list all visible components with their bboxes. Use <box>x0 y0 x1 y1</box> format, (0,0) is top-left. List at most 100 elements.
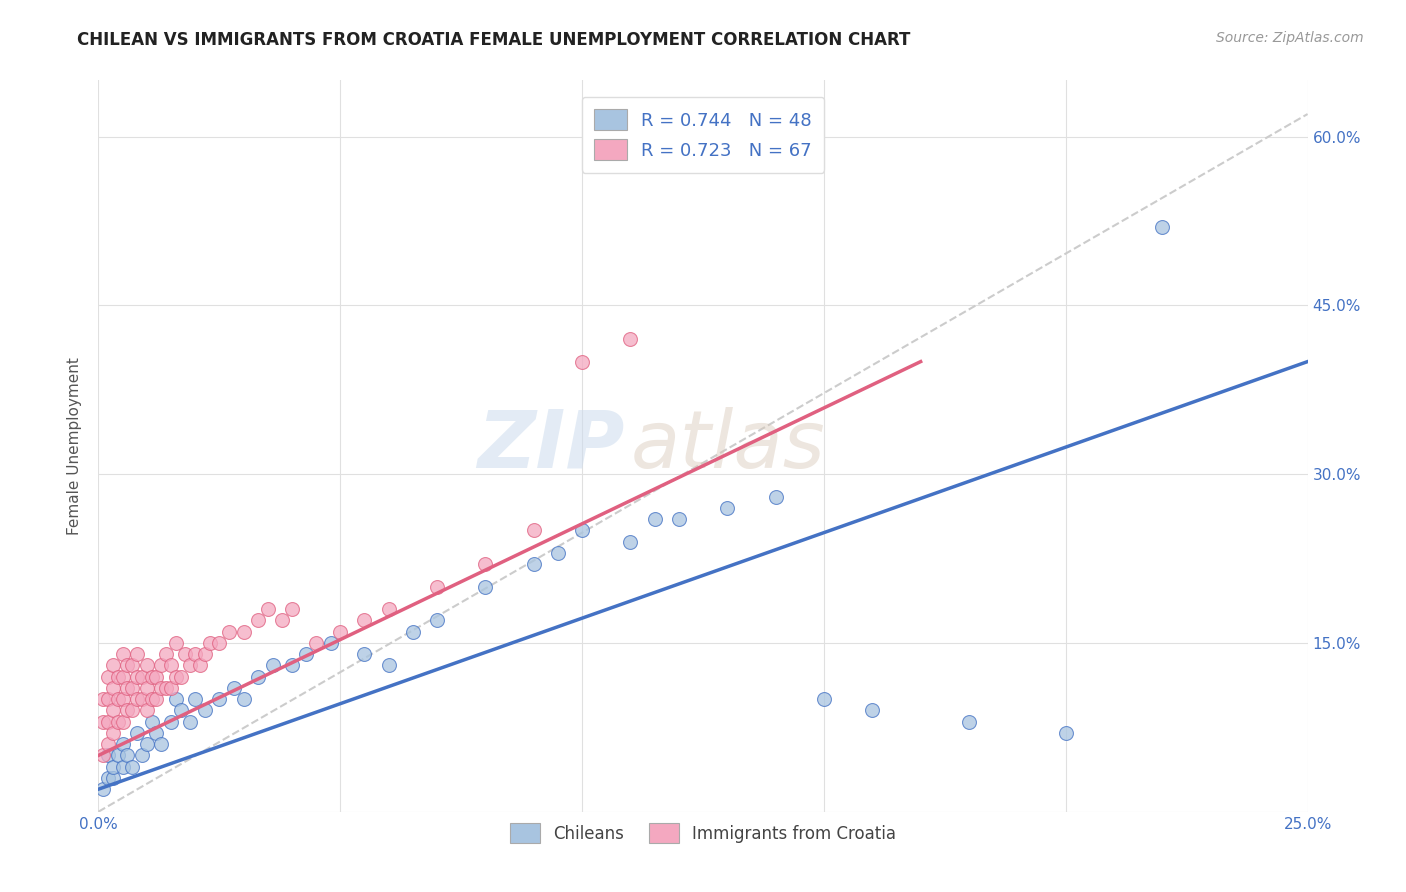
Point <box>107 692 129 706</box>
Point <box>135 658 157 673</box>
Text: ZIP: ZIP <box>477 407 624 485</box>
Point <box>474 557 496 571</box>
Point <box>141 670 163 684</box>
Point <box>145 692 167 706</box>
Text: Source: ZipAtlas.com: Source: ZipAtlas.com <box>1216 31 1364 45</box>
Point <box>141 714 163 729</box>
Point <box>619 534 641 549</box>
Point <box>174 647 197 661</box>
Point <box>377 602 399 616</box>
Point <box>131 670 153 684</box>
Point <box>232 624 254 639</box>
Point <box>101 760 124 774</box>
Point <box>107 748 129 763</box>
Point <box>353 647 375 661</box>
Point <box>135 737 157 751</box>
Point <box>957 714 980 729</box>
Point <box>91 692 114 706</box>
Point <box>127 726 149 740</box>
Point <box>121 760 143 774</box>
Point <box>91 714 114 729</box>
Point <box>117 703 139 717</box>
Point <box>101 771 124 785</box>
Point <box>150 681 173 695</box>
Point <box>208 636 231 650</box>
Point <box>198 636 221 650</box>
Point <box>117 658 139 673</box>
Point <box>91 782 114 797</box>
Point <box>97 670 120 684</box>
Point <box>523 557 546 571</box>
Point <box>160 658 183 673</box>
Point <box>1152 219 1174 234</box>
Point <box>377 658 399 673</box>
Point <box>165 636 187 650</box>
Point <box>150 658 173 673</box>
Point <box>281 658 304 673</box>
Text: atlas: atlas <box>630 407 825 485</box>
Point <box>668 512 690 526</box>
Point <box>111 692 134 706</box>
Point <box>91 748 114 763</box>
Point <box>111 760 134 774</box>
Text: CHILEAN VS IMMIGRANTS FROM CROATIA FEMALE UNEMPLOYMENT CORRELATION CHART: CHILEAN VS IMMIGRANTS FROM CROATIA FEMAL… <box>77 31 911 49</box>
Legend: Chileans, Immigrants from Croatia: Chileans, Immigrants from Croatia <box>502 815 904 851</box>
Point <box>169 703 191 717</box>
Point <box>353 614 375 628</box>
Point <box>111 670 134 684</box>
Point <box>117 748 139 763</box>
Point <box>135 681 157 695</box>
Point <box>135 703 157 717</box>
Point <box>860 703 883 717</box>
Point <box>121 703 143 717</box>
Point <box>262 658 284 673</box>
Point <box>117 681 139 695</box>
Point <box>247 614 270 628</box>
Point <box>1054 726 1077 740</box>
Point <box>179 714 201 729</box>
Point <box>155 681 177 695</box>
Point <box>155 647 177 661</box>
Point <box>402 624 425 639</box>
Point <box>111 737 134 751</box>
Point <box>619 332 641 346</box>
Point <box>101 703 124 717</box>
Point <box>426 614 449 628</box>
Point <box>165 692 187 706</box>
Point <box>145 726 167 740</box>
Point <box>523 524 546 538</box>
Point <box>101 726 124 740</box>
Point <box>97 692 120 706</box>
Point <box>145 670 167 684</box>
Point <box>426 580 449 594</box>
Point <box>218 624 240 639</box>
Point <box>281 602 304 616</box>
Point <box>329 624 352 639</box>
Point <box>571 354 593 368</box>
Point <box>305 636 328 650</box>
Point <box>232 692 254 706</box>
Point <box>127 692 149 706</box>
Point <box>160 714 183 729</box>
Point <box>107 714 129 729</box>
Point <box>97 748 120 763</box>
Point <box>222 681 245 695</box>
Point <box>571 524 593 538</box>
Point <box>644 512 666 526</box>
Point <box>97 737 120 751</box>
Point <box>295 647 318 661</box>
Point <box>107 670 129 684</box>
Point <box>184 647 207 661</box>
Point <box>127 647 149 661</box>
Point <box>547 546 569 560</box>
Y-axis label: Female Unemployment: Female Unemployment <box>67 357 83 535</box>
Point <box>247 670 270 684</box>
Point <box>121 681 143 695</box>
Point <box>121 658 143 673</box>
Point <box>716 500 738 515</box>
Point <box>111 714 134 729</box>
Point <box>101 658 124 673</box>
Point <box>97 771 120 785</box>
Point <box>150 737 173 751</box>
Point <box>271 614 294 628</box>
